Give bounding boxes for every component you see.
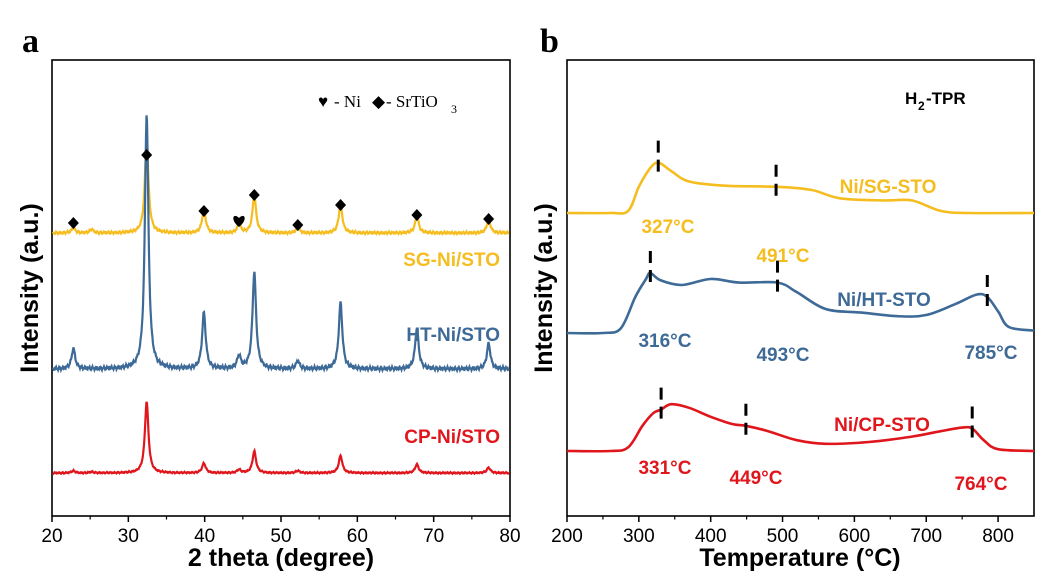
xrd-curve-HT-Ni/STO bbox=[51, 115, 510, 374]
x-tick-label: 400 bbox=[695, 526, 727, 547]
x-tick-label: 300 bbox=[623, 526, 655, 547]
diamond-marker-icon bbox=[67, 217, 79, 229]
peak-markers-b bbox=[648, 140, 989, 443]
x-tick-label: 50 bbox=[270, 526, 291, 547]
peak-label: 327°C bbox=[641, 217, 694, 238]
legend-heart-icon: ♥ bbox=[318, 92, 328, 111]
peak-label: 316°C bbox=[638, 331, 691, 352]
y-axis-title-b: Intensity (a.u.) bbox=[530, 203, 558, 372]
panel-letter-b: b bbox=[540, 23, 559, 60]
xrd-curve-CP-Ni/STO bbox=[52, 401, 510, 476]
x-tick-label: 30 bbox=[118, 526, 139, 547]
tpr-curve-Ni/SG-STO bbox=[566, 161, 1035, 215]
legend-heart-text: - Ni bbox=[334, 92, 361, 111]
x-tick-label: 20 bbox=[41, 526, 62, 547]
x-tick-label: 600 bbox=[839, 526, 871, 547]
diamond-marker-icon bbox=[292, 219, 304, 231]
x-tick-label: 700 bbox=[910, 526, 942, 547]
panel-b: b H 2 -TPR Ni/SG-STO 327°C 491°C Ni/HT-STO 3… bbox=[530, 23, 1035, 572]
peak-label: 785°C bbox=[964, 343, 1017, 364]
diamond-marker-icon bbox=[248, 189, 260, 201]
legend-diamond-text: - SrTiO bbox=[386, 92, 438, 111]
diamond-marker-icon bbox=[335, 199, 347, 211]
x-tick-label: 80 bbox=[499, 526, 520, 547]
series-label-Ni/CP-STO: Ni/CP-STO bbox=[834, 415, 930, 436]
diamond-marker-icon bbox=[483, 213, 495, 225]
heart-marker-icon bbox=[233, 215, 245, 227]
plot-frame-b bbox=[566, 59, 1035, 517]
series-label-SG-Ni/STO: SG-Ni/STO bbox=[403, 250, 500, 271]
legend-diamond-icon: ◆ bbox=[372, 92, 386, 111]
x-ticks-b: 200 300 400 500 600 700 800 bbox=[551, 516, 1014, 547]
peak-label: 493°C bbox=[756, 345, 809, 366]
diamond-marker-icon bbox=[411, 209, 423, 221]
diamond-marker-icon bbox=[198, 205, 210, 217]
series-label-Ni/SG-STO: Ni/SG-STO bbox=[840, 177, 937, 198]
diamond-marker-icon bbox=[141, 149, 153, 161]
peak-label: 491°C bbox=[756, 246, 809, 267]
annotation-subscript: 2 bbox=[918, 99, 925, 113]
x-tick-label: 70 bbox=[423, 526, 444, 547]
x-ticks-a: 20 30 40 50 60 70 80 bbox=[41, 516, 521, 547]
x-tick-label: 500 bbox=[767, 526, 799, 547]
legend-a: ♥ - Ni ◆ - SrTiO 3 bbox=[318, 92, 457, 116]
annotation-main: H bbox=[905, 89, 917, 108]
series-label-HT-Ni/STO: HT-Ni/STO bbox=[406, 325, 500, 346]
y-axis-title-a: Intensity (a.u.) bbox=[16, 203, 44, 372]
annotation-rest: -TPR bbox=[926, 89, 966, 108]
peak-label: 764°C bbox=[954, 474, 1007, 495]
panel-letter-a: a bbox=[22, 23, 39, 60]
series-label-Ni/HT-STO: Ni/HT-STO bbox=[837, 290, 931, 311]
series-label-CP-Ni/STO: CP-Ni/STO bbox=[404, 427, 500, 448]
curves-b bbox=[566, 161, 1035, 453]
x-tick-label: 200 bbox=[551, 526, 583, 547]
x-tick-label: 800 bbox=[982, 526, 1014, 547]
peak-label: 331°C bbox=[638, 458, 691, 479]
x-tick-label: 60 bbox=[347, 526, 368, 547]
tpr-curve-Ni/HT-STO bbox=[566, 271, 1035, 335]
curves-a bbox=[51, 115, 510, 476]
x-axis-title-b: Temperature (°C) bbox=[699, 544, 900, 572]
x-axis-title-a: 2 theta (degree) bbox=[188, 544, 374, 572]
annotation-h2-tpr: H 2 -TPR bbox=[905, 89, 966, 113]
series-labels-a: SG-Ni/STO HT-Ni/STO CP-Ni/STO bbox=[403, 250, 500, 448]
peak-label: 449°C bbox=[729, 468, 782, 489]
x-tick-label: 40 bbox=[194, 526, 215, 547]
legend-diamond-subscript: 3 bbox=[451, 102, 457, 116]
xrd-curve-SG-Ni/STO bbox=[51, 139, 510, 237]
panel-a: a ♥ - Ni ◆ - SrTiO 3 SG-Ni/STO HT-Ni/STO C… bbox=[16, 23, 521, 572]
tpr-curve-Ni/CP-STO bbox=[566, 402, 1035, 453]
markers-a bbox=[67, 149, 495, 231]
series-labels-b: Ni/SG-STO 327°C 491°C Ni/HT-STO 316°C 493°C 78… bbox=[638, 177, 1017, 495]
